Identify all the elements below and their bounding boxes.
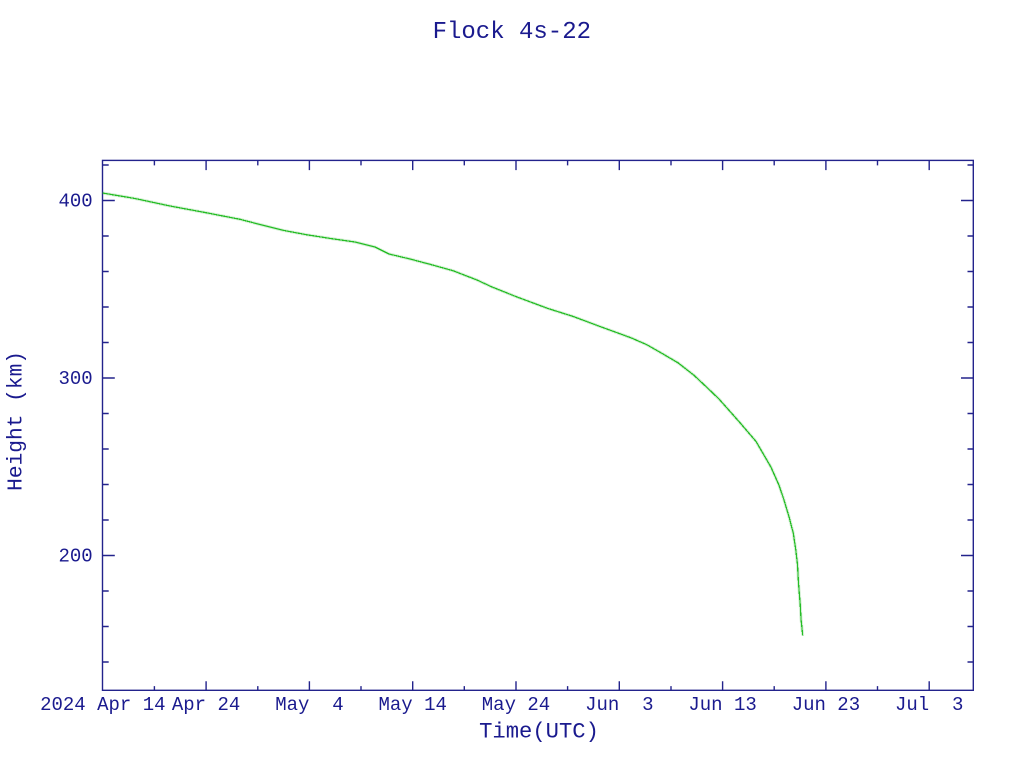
svg-text:Jun 23: Jun 23	[792, 694, 860, 716]
svg-text:200: 200	[58, 545, 92, 567]
svg-text:300: 300	[58, 368, 92, 390]
svg-text:May 24: May 24	[482, 694, 550, 716]
svg-text:Flock 4s-22: Flock 4s-22	[433, 19, 591, 46]
svg-text:Jun 3: Jun 3	[585, 694, 653, 716]
svg-text:Height (km): Height (km)	[5, 351, 29, 491]
svg-text:Time(UTC): Time(UTC)	[479, 720, 599, 745]
svg-text:400: 400	[58, 190, 92, 212]
svg-text:2024 Apr 14: 2024 Apr 14	[40, 694, 165, 716]
svg-text:May 4: May 4	[275, 694, 343, 716]
svg-text:May 14: May 14	[378, 694, 446, 716]
svg-text:Jul 3: Jul 3	[895, 694, 963, 716]
svg-text:Jun 13: Jun 13	[688, 694, 756, 716]
svg-text:Apr 24: Apr 24	[172, 694, 240, 716]
